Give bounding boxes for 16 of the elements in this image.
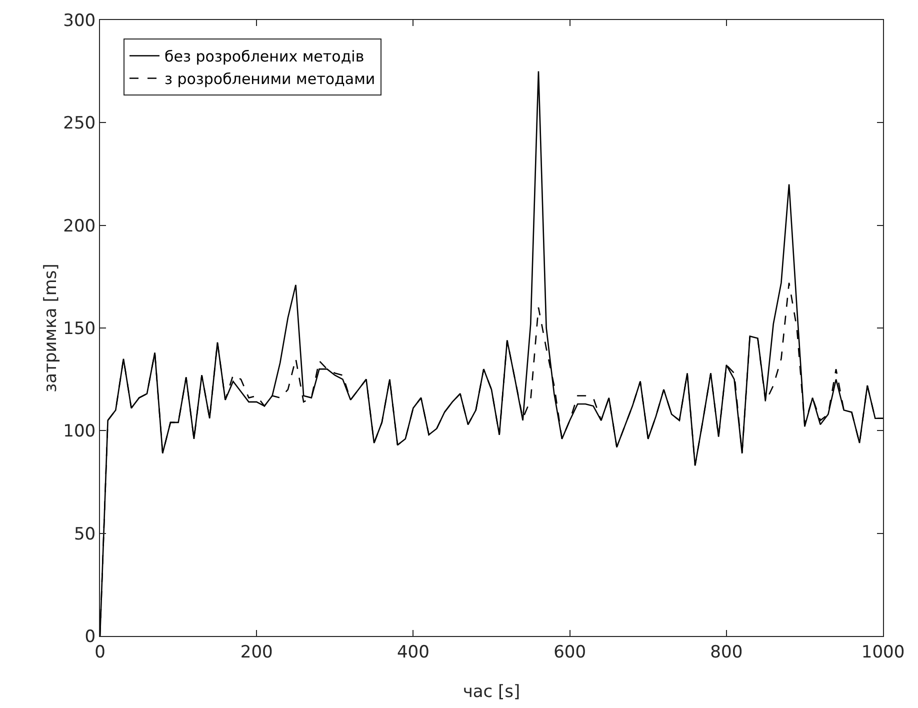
y-tick-label: 250: [63, 114, 96, 134]
x-tick-label: 400: [396, 642, 430, 662]
y-tick-label: 200: [63, 216, 96, 236]
y-tick-label: 0: [84, 626, 96, 647]
x-tick-label: 800: [710, 642, 743, 662]
y-axis-title: затримка [ms]: [41, 264, 61, 392]
x-axis-title: час [s]: [462, 682, 520, 702]
legend-label: без розроблених методів: [164, 48, 364, 66]
y-tick-label: 50: [74, 524, 96, 544]
y-tick-label: 300: [63, 10, 96, 31]
x-tick-label: 200: [240, 642, 273, 662]
legend-label: з розробленими методами: [164, 70, 376, 88]
y-tick-label: 100: [63, 422, 96, 442]
x-tick-label: 600: [554, 642, 586, 662]
x-tick-label: 1000: [861, 642, 905, 662]
y-tick-label: 150: [63, 318, 96, 339]
